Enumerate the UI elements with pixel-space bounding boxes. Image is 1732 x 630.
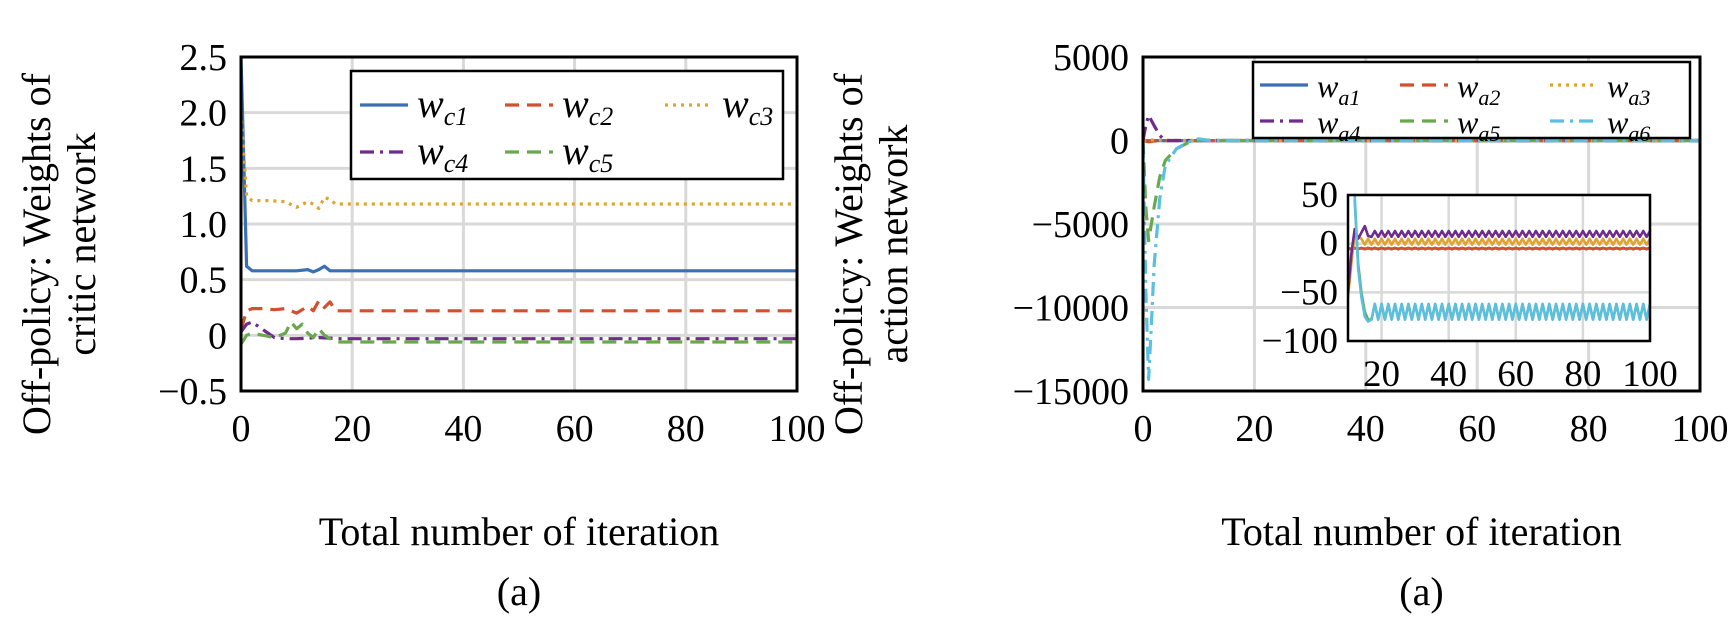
inset-plot: 20 40 60 80 100 50 0 −50 −100 — [1262, 175, 1678, 395]
plot-frame — [1141, 55, 1702, 393]
chart-panel-2: 0 20 40 60 80 100 5000 0 −5000 −10000 −15000 Off-po… — [826, 37, 1729, 614]
y-tick-label: −0.5 — [158, 371, 227, 413]
x-tick-label: 100 — [769, 408, 826, 450]
legend-box — [349, 69, 785, 181]
y-tick-label: 0 — [1110, 121, 1129, 163]
inset-y-tick-label: −100 — [1262, 321, 1338, 362]
x-axis-label: Total number of iteration — [319, 509, 719, 554]
x-tick-label: 20 — [333, 408, 371, 450]
x-axis-label: Total number of iteration — [1221, 509, 1621, 554]
plot-frame — [239, 55, 799, 393]
x-tick-label: 20 — [1235, 408, 1273, 450]
inset-x-tick-label: 100 — [1622, 354, 1678, 395]
inset-x-tick-label: 60 — [1497, 354, 1534, 395]
legend-label-wa5: wa5 — [1457, 104, 1500, 146]
x-tick-label: 100 — [1672, 408, 1729, 450]
y-tick-label: 2.0 — [180, 93, 228, 135]
panel-caption: (a) — [497, 569, 541, 614]
chart-panel-1: 0 20 40 60 80 1002.52.01.51.00.50−0.5Off-poli… — [14, 37, 826, 614]
y-tick-label: 0.5 — [180, 260, 228, 302]
y-tick-label: 2.5 — [180, 37, 228, 79]
y-tick-label: 0 — [208, 315, 227, 357]
inset-x-tick-label: 20 — [1363, 354, 1400, 395]
series-group — [241, 57, 797, 346]
inset-x-tick-label: 80 — [1564, 354, 1601, 395]
y-tick-label: −15000 — [1013, 371, 1129, 413]
y-tick-label: 1.0 — [180, 204, 228, 246]
series-group — [1143, 113, 1700, 381]
series-line-wa6 — [1143, 137, 1700, 381]
y-tick-label: 1.5 — [180, 148, 228, 190]
y-axis-label-line2: action network — [871, 125, 916, 364]
x-tick-label: 0 — [232, 408, 251, 450]
y-tick-label: 5000 — [1053, 37, 1129, 79]
series-line-wc3 — [241, 112, 797, 210]
series-line-wc5 — [241, 320, 797, 346]
inset-y-tick-label: −50 — [1280, 272, 1338, 313]
x-tick-label: 60 — [1458, 408, 1496, 450]
y-tick-label: −10000 — [1013, 288, 1129, 330]
inset-y-tick-label: 0 — [1320, 224, 1339, 265]
series-line-wc1 — [241, 57, 797, 274]
series-line-wc2 — [241, 299, 797, 331]
x-tick-label: 0 — [1134, 408, 1153, 450]
y-axis-label-line2: critic network — [59, 132, 104, 355]
inset-x-tick-label: 40 — [1430, 354, 1467, 395]
x-tick-label: 80 — [667, 408, 705, 450]
inset-series-wa6 — [1353, 195, 1650, 323]
inset-y-tick-label: 50 — [1301, 175, 1338, 216]
y-axis-label: Off-policy: Weights of — [14, 72, 59, 435]
legend-box — [1251, 60, 1692, 140]
x-tick-label: 40 — [1347, 408, 1385, 450]
x-tick-label: 80 — [1570, 408, 1608, 450]
x-tick-label: 60 — [556, 408, 594, 450]
inset-series-wa2 — [1348, 246, 1650, 251]
y-axis-label: Off-policy: Weights of — [826, 72, 871, 435]
y-tick-label: −5000 — [1032, 204, 1129, 246]
panel-caption: (a) — [1399, 569, 1443, 614]
inset-frame — [1346, 193, 1652, 343]
series-line-wa4 — [1143, 113, 1700, 143]
inset-series-wa3 — [1348, 232, 1650, 298]
x-tick-label: 40 — [444, 408, 482, 450]
inset-series-wa4 — [1348, 224, 1650, 293]
